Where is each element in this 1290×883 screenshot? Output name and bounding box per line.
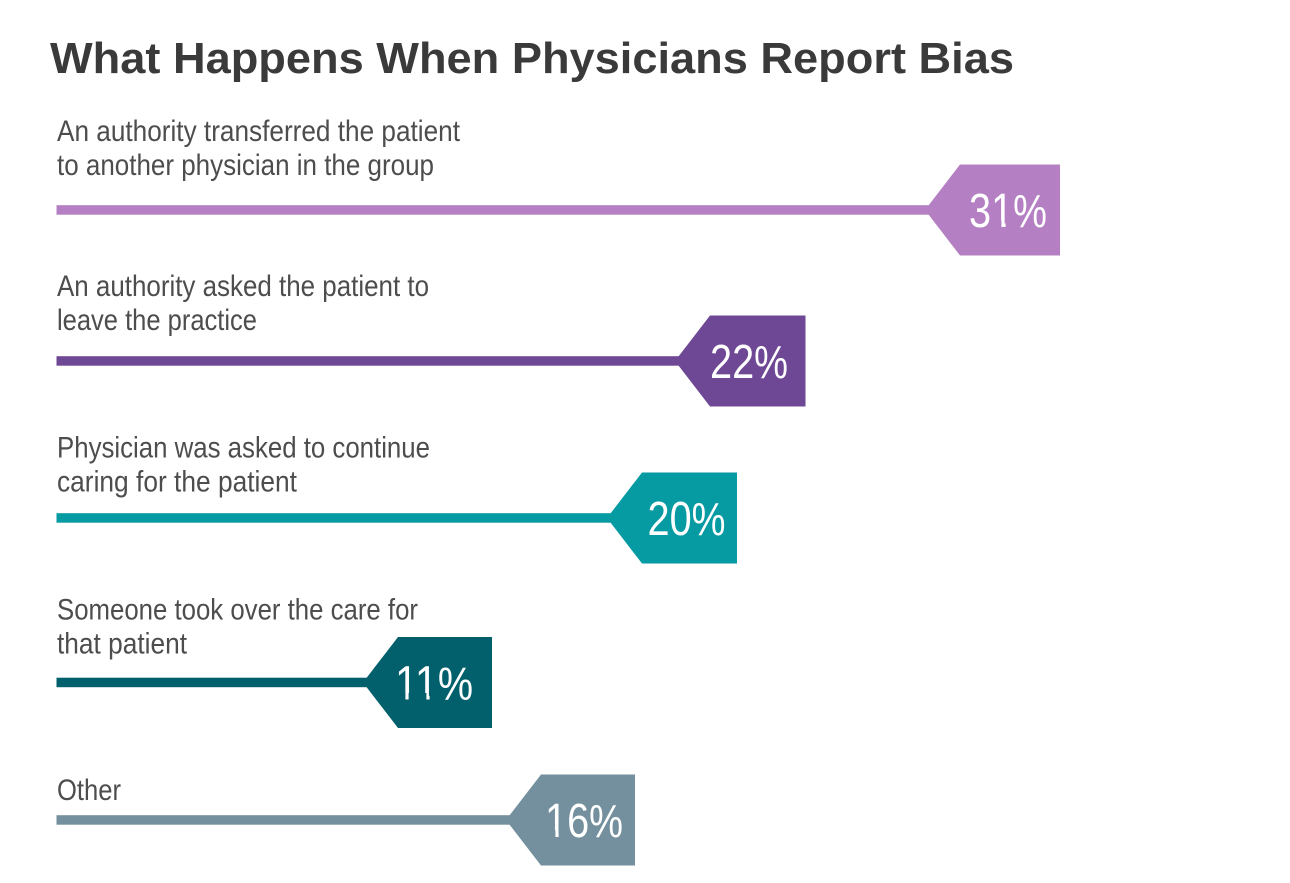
- svg-text:What Happens When Physicians R: What Happens When Physicians Report Bias: [50, 35, 1014, 83]
- svg-text:16%: 16%: [545, 795, 623, 848]
- svg-text:22%: 22%: [710, 336, 788, 389]
- svg-text:Someone took over the care for: Someone took over the care for: [57, 593, 418, 626]
- svg-text:20%: 20%: [648, 493, 726, 546]
- svg-text:Physician was asked to continu: Physician was asked to continue: [57, 432, 430, 465]
- svg-text:caring for the patient: caring for the patient: [57, 466, 298, 499]
- svg-text:to another physician in the gr: to another physician in the group: [57, 149, 434, 182]
- svg-text:leave the practice: leave the practice: [57, 304, 257, 337]
- svg-text:that patient: that patient: [57, 627, 188, 660]
- svg-text:An authority asked the patient: An authority asked the patient to: [57, 270, 429, 303]
- svg-text:31%: 31%: [969, 185, 1047, 238]
- svg-text:11%: 11%: [395, 657, 473, 710]
- svg-text:An authority transferred the p: An authority transferred the patient: [57, 115, 461, 148]
- svg-text:Other: Other: [57, 774, 121, 807]
